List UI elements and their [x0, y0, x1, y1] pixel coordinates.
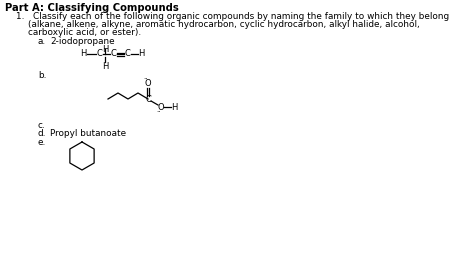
Text: e.: e. [38, 138, 46, 147]
Text: 1.   Classify each of the following organic compounds by naming the family to wh: 1. Classify each of the following organi… [16, 12, 449, 21]
Text: C: C [96, 49, 102, 58]
Text: O: O [145, 79, 151, 87]
Text: H: H [102, 45, 108, 54]
Text: H: H [171, 102, 177, 111]
Text: O: O [158, 102, 164, 111]
Text: ··: ·· [143, 76, 148, 82]
Text: a.: a. [38, 37, 46, 46]
Text: C: C [145, 94, 151, 104]
Text: (alkane, alkene, alkyne, aromatic hydrocarbon, cyclic hydrocarbon, alkyl halide,: (alkane, alkene, alkyne, aromatic hydroc… [28, 20, 420, 29]
Text: d.: d. [38, 129, 46, 138]
Text: b.: b. [38, 71, 46, 80]
Text: c.: c. [38, 121, 46, 130]
Text: H: H [102, 62, 108, 71]
Text: C: C [124, 49, 130, 58]
Text: ··: ·· [156, 109, 161, 115]
Text: 2-iodopropane: 2-iodopropane [50, 37, 115, 46]
Text: H: H [80, 49, 86, 58]
Text: C: C [110, 49, 116, 58]
Text: carboxylic acid, or ester).: carboxylic acid, or ester). [28, 28, 141, 37]
Text: H: H [138, 49, 144, 58]
Text: Propyl butanoate: Propyl butanoate [50, 129, 126, 138]
Text: Part A: Classifying Compounds: Part A: Classifying Compounds [5, 3, 179, 13]
